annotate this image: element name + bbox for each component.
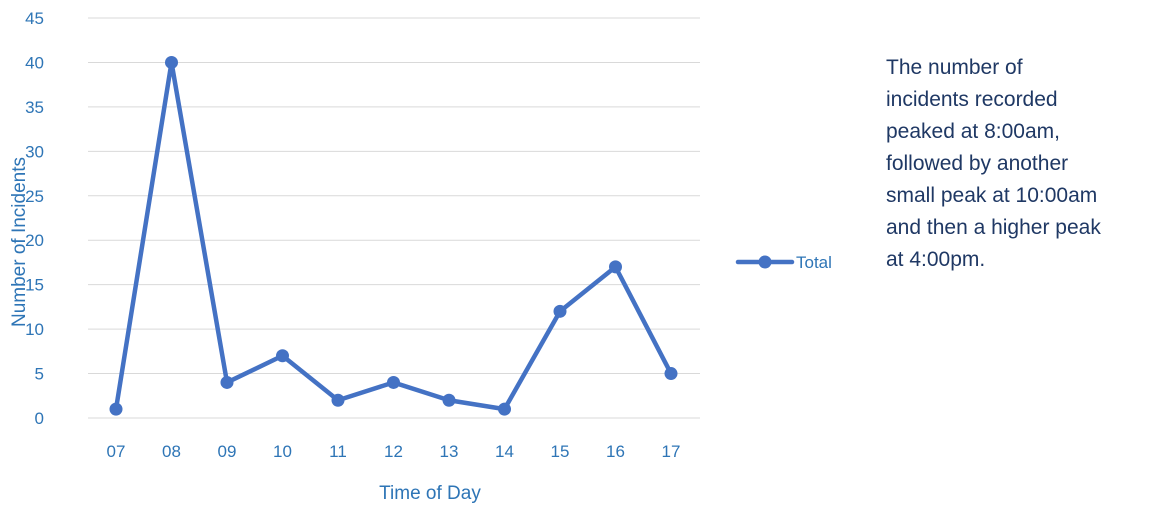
series-lines	[113, 60, 674, 412]
x-tick-label: 10	[273, 442, 292, 461]
y-tick-label: 30	[25, 142, 44, 161]
y-axis-title: Number of Incidents	[9, 157, 30, 327]
y-tick-label: 15	[25, 276, 44, 295]
data-point-08	[165, 55, 178, 69]
x-axis-title: Time of Day	[379, 483, 481, 504]
y-axis-ticks: 0 5 10 15 20 25 30 35 40 45	[25, 9, 44, 428]
x-tick-label: 13	[440, 442, 459, 461]
x-axis-ticks: 07 08 09 10 11 12 13 14 15 16 17	[107, 442, 681, 461]
series-points	[109, 55, 678, 416]
legend-label: Total	[796, 253, 832, 272]
y-tick-label: 5	[35, 365, 44, 384]
x-tick-label: 11	[329, 442, 347, 461]
x-tick-label: 14	[495, 442, 514, 461]
y-tick-label: 40	[25, 53, 44, 72]
legend: Total	[735, 253, 832, 272]
data-point-07	[109, 402, 123, 416]
y-tick-label: 20	[25, 231, 44, 250]
x-tick-label: 17	[662, 442, 681, 461]
legend-marker	[758, 255, 772, 269]
y-tick-label: 0	[35, 409, 44, 428]
x-tick-label: 07	[107, 442, 126, 461]
y-tick-label: 35	[25, 98, 44, 117]
data-point-12	[387, 375, 400, 389]
x-tick-label: 16	[606, 442, 625, 461]
gridlines	[88, 17, 700, 419]
data-point-11	[331, 393, 345, 407]
x-tick-label: 09	[218, 442, 237, 461]
y-tick-label: 10	[25, 320, 44, 339]
data-point-16	[609, 260, 622, 274]
data-point-13	[442, 393, 456, 407]
data-point-09	[220, 375, 234, 389]
x-tick-label: 15	[551, 442, 570, 461]
annotation-text: The number of incidents recorded peaked …	[886, 56, 1101, 271]
data-point-10	[276, 349, 289, 363]
series-line-0	[113, 60, 674, 412]
data-point-17	[664, 367, 678, 381]
x-tick-label: 08	[162, 442, 181, 461]
x-tick-label: 12	[384, 442, 403, 461]
data-point-14	[498, 402, 511, 416]
y-tick-label: 45	[25, 9, 44, 28]
y-tick-label: 25	[25, 187, 44, 206]
data-point-15	[553, 304, 567, 318]
